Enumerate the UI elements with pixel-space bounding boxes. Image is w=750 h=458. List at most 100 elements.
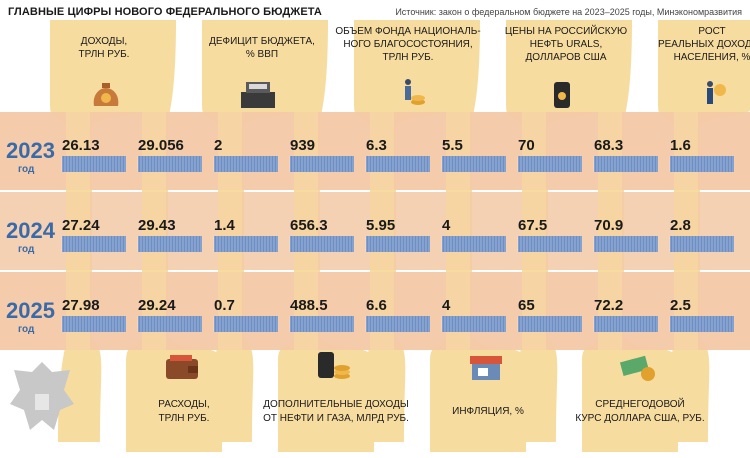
shop-icon — [470, 356, 502, 380]
value-label: 5.95 — [366, 217, 395, 234]
value-label: 68.3 — [594, 137, 623, 154]
indicator-label-urals: ЦЕНЫ НА РОССИЙСКУЮ НЕФТЬ URALS, ДОЛЛАРОВ С… — [505, 24, 627, 63]
year-value: 2024 — [6, 218, 56, 243]
value-bar — [214, 236, 278, 252]
cell-usd-2023: 68.3 — [593, 137, 658, 172]
year-suffix: год — [18, 164, 35, 175]
indicator-label-line: ДОЛЛАРОВ США — [526, 52, 607, 63]
value-bar — [62, 316, 126, 332]
cell-deficit-2023: 2 — [213, 137, 278, 172]
value-label: 29.24 — [138, 297, 176, 314]
cell-deficit-2025: 0.7 — [213, 297, 278, 332]
value-label: 29.056 — [138, 137, 184, 154]
cell-expenses-2024: 29.43 — [137, 217, 202, 252]
oil-barrel-icon — [554, 82, 570, 108]
value-label: 2.5 — [670, 297, 691, 314]
cell-inflation-2023: 5.5 — [441, 137, 506, 172]
value-label: 488.5 — [290, 297, 328, 314]
cell-income-2025: 27.98 — [61, 297, 126, 332]
value-label: 656.3 — [290, 217, 328, 234]
indicator-label-line: % ВВП — [246, 49, 278, 60]
value-bar — [214, 316, 278, 332]
value-bar — [442, 156, 506, 172]
cell-income-2023: 26.13 — [61, 137, 126, 172]
cell-oilgas-2025: 488.5 — [289, 297, 354, 332]
person-ruble-icon — [707, 81, 726, 104]
indicator-label-line: СРЕДНЕГОДОВОЙ — [595, 397, 685, 410]
value-bar — [594, 316, 658, 332]
indicator-label-line: РАСХОДЫ, — [158, 399, 209, 410]
cell-income_growth-2023: 1.6 — [669, 137, 734, 172]
indicator-label-income: ДОХОДЫ, ТРЛН РУБ. — [79, 36, 130, 60]
value-label: 67.5 — [518, 217, 547, 234]
value-bar — [138, 236, 202, 252]
value-label: 70 — [518, 137, 535, 154]
cell-oilgas-2023: 939 — [289, 137, 354, 172]
value-bar — [138, 316, 202, 332]
cell-income-2024: 27.24 — [61, 217, 126, 252]
value-bar — [442, 236, 506, 252]
cell-expenses-2025: 29.24 — [137, 297, 202, 332]
value-bar — [62, 156, 126, 172]
cell-usd-2024: 70.9 — [593, 217, 658, 252]
indicator-label-line: ЦЕНЫ НА РОССИЙСКУЮ — [505, 24, 627, 37]
year-suffix: год — [18, 324, 35, 335]
indicator-label-inflation: ИНФЛЯЦИЯ, % — [452, 406, 524, 417]
coat-of-arms-icon — [10, 362, 74, 430]
indicator-label-line: НОГО БЛАГОСОСТОЯНИЯ, — [343, 39, 472, 50]
cell-expenses-2023: 29.056 — [137, 137, 202, 172]
indicator-label-usd: СРЕДНЕГОДОВОЙ КУРС ДОЛЛАРА США, РУБ. — [575, 397, 704, 424]
value-bar — [594, 156, 658, 172]
cell-income_growth-2025: 2.5 — [669, 297, 734, 332]
ribbon-stem-income_growth — [674, 112, 698, 350]
year-value: 2023 — [6, 138, 55, 163]
indicator-label-line: ОТ НЕФТИ И ГАЗА, МЛРД РУБ. — [263, 413, 409, 424]
value-bar — [518, 156, 582, 172]
value-bar — [670, 236, 734, 252]
value-label: 26.13 — [62, 137, 100, 154]
indicator-label-line: РЕАЛЬНЫХ ДОХОДОВ — [658, 39, 750, 50]
value-label: 65 — [518, 297, 535, 314]
value-label: 72.2 — [594, 297, 623, 314]
value-label: 2.8 — [670, 217, 691, 234]
ribbon-stem-expenses — [142, 112, 166, 350]
cell-urals-2024: 67.5 — [517, 217, 582, 252]
value-label: 4 — [442, 297, 451, 314]
value-label: 939 — [290, 137, 315, 154]
value-bar — [138, 156, 202, 172]
cell-nwf-2025: 6.6 — [365, 297, 430, 332]
value-bar — [442, 316, 506, 332]
indicator-label-line: ИНФЛЯЦИЯ, % — [452, 406, 524, 417]
cell-inflation-2025: 4 — [441, 297, 506, 332]
year-value: 2025 — [6, 298, 55, 323]
cell-nwf-2023: 6.3 — [365, 137, 430, 172]
value-bar — [290, 316, 354, 332]
ribbon-stem-nwf — [370, 112, 394, 350]
source-note: Источник: закон о федеральном бюджете на… — [395, 7, 742, 17]
value-label: 0.7 — [214, 297, 235, 314]
ribbon-stem-deficit — [218, 112, 242, 350]
value-bar — [594, 236, 658, 252]
value-bar — [366, 316, 430, 332]
indicator-label-line: РОСТ — [698, 26, 725, 37]
value-bar — [366, 156, 430, 172]
money-bag-icon — [93, 83, 119, 106]
value-bar — [366, 236, 430, 252]
cell-deficit-2024: 1.4 — [213, 217, 278, 252]
row-bands — [0, 112, 750, 350]
cash-register-icon — [241, 82, 275, 108]
indicator-label-line: ТРЛН РУБ. — [383, 52, 434, 63]
indicator-label-line: ДЕФИЦИТ БЮДЖЕТА, — [209, 36, 315, 47]
indicator-label-line: ОБЪЕМ ФОНДА НАЦИОНАЛЬ- — [335, 26, 480, 37]
value-bar — [62, 236, 126, 252]
cell-inflation-2024: 4 — [441, 217, 506, 252]
value-bar — [290, 236, 354, 252]
wallet-icon — [166, 355, 198, 379]
ribbon-stem-urals — [522, 112, 546, 350]
ribbon-stem-inflation — [446, 112, 470, 350]
value-label: 2 — [214, 137, 222, 154]
cell-income_growth-2024: 2.8 — [669, 217, 734, 252]
